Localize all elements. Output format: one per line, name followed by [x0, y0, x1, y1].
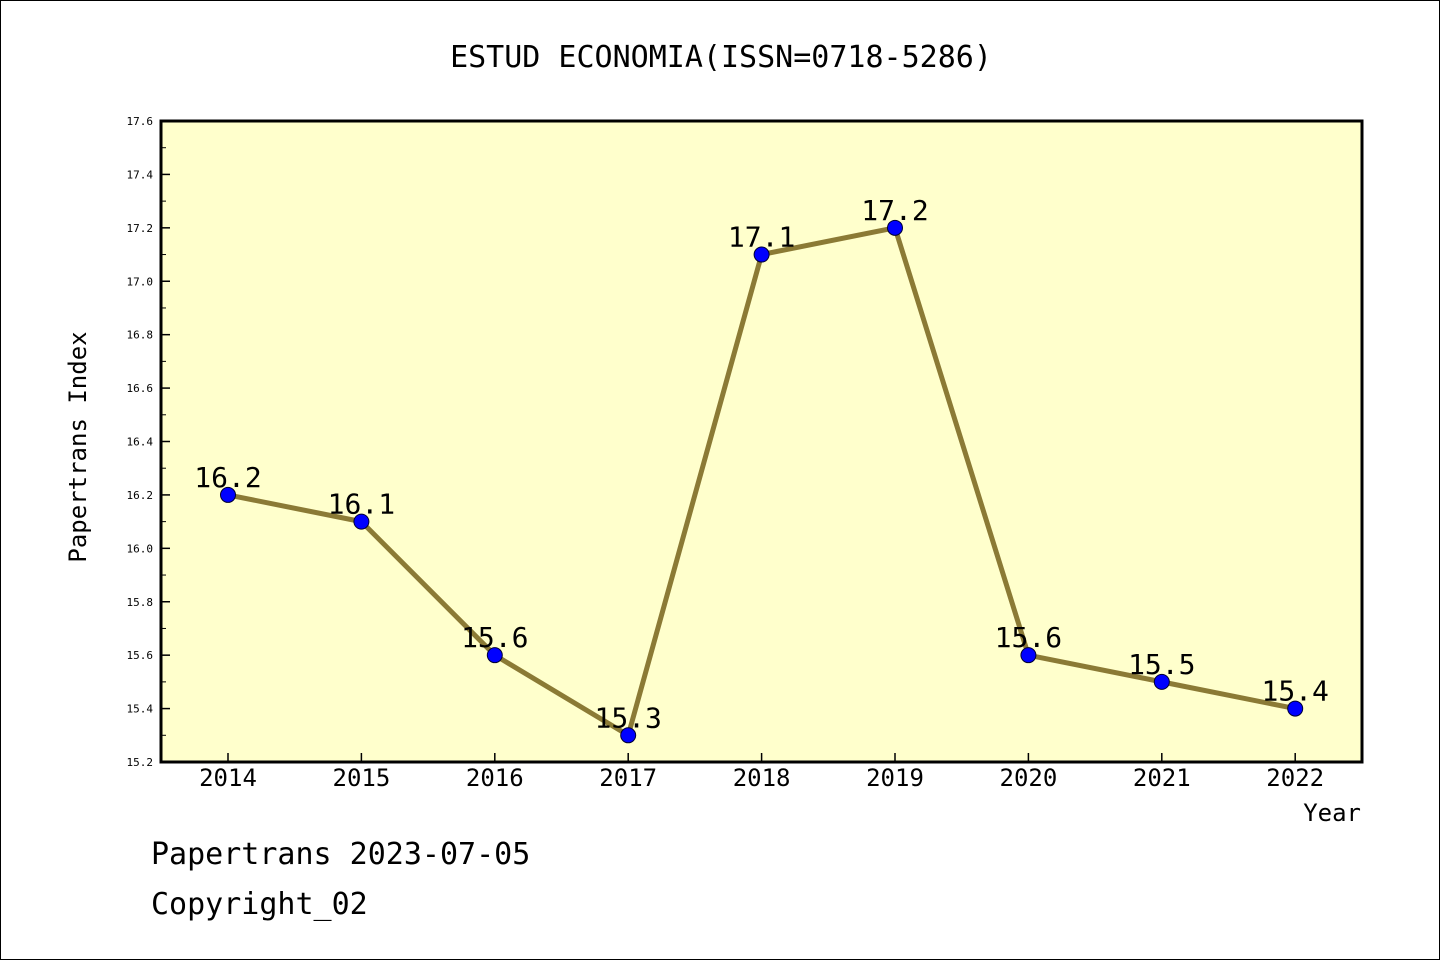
data-point — [1020, 647, 1037, 664]
data-label: 16.2 — [194, 461, 261, 494]
data-label: 15.5 — [1128, 648, 1195, 681]
x-tick-label: 2019 — [866, 764, 924, 792]
chart-title: ESTUD ECONOMIA(ISSN=0718-5286) — [450, 40, 992, 75]
y-tick-label: 15.8 — [127, 596, 154, 609]
x-tick-label: 2021 — [1133, 764, 1191, 792]
data-point — [220, 486, 236, 503]
y-tick-label: 16.6 — [127, 382, 154, 395]
data-label: 15.4 — [1261, 675, 1328, 708]
y-tick-label: 17.2 — [127, 222, 154, 235]
y-tick-label: 15.6 — [127, 649, 154, 662]
data-label: 17.2 — [861, 194, 928, 227]
plot-area — [159, 119, 1364, 764]
y-tick-label: 16.0 — [127, 542, 154, 555]
y-tick-label: 16.2 — [127, 489, 154, 502]
data-point — [753, 246, 770, 263]
y-tick-label: 17.4 — [127, 168, 154, 181]
x-tick-label: 2016 — [466, 764, 524, 792]
x-tick-label: 2020 — [1000, 764, 1058, 792]
data-label: 15.6 — [995, 621, 1062, 654]
x-tick-label: 2017 — [599, 764, 657, 792]
y-tick-label: 16.8 — [127, 329, 154, 342]
y-tick-label: 17.6 — [127, 115, 154, 128]
y-tick-label: 15.4 — [127, 703, 154, 716]
data-point — [353, 513, 370, 530]
x-tick-label: 2022 — [1266, 764, 1324, 792]
data-point — [1153, 673, 1170, 690]
x-tick-label: 2014 — [199, 764, 257, 792]
data-label: 17.1 — [728, 221, 795, 254]
x-tick-label: 2018 — [733, 764, 791, 792]
y-tick-label: 17.0 — [127, 275, 154, 288]
x-axis: 2014 2015 2016 2017 2018 2019 2020 2021 2022 — [199, 753, 1324, 792]
data-point — [486, 647, 503, 664]
x-axis-label: Year — [1303, 799, 1361, 827]
data-point — [1287, 700, 1304, 717]
series-markers — [220, 219, 1304, 744]
y-tick-label: 15.2 — [127, 756, 154, 769]
data-point — [620, 727, 637, 744]
y-axis-label: Papertrans Index — [64, 331, 92, 562]
x-tick-label: 2015 — [333, 764, 391, 792]
y-axis: 15.2 15.4 15.6 15.8 16.0 16.2 16.4 16.6 16.8 17.0… — [127, 115, 170, 769]
footer-date-line: Papertrans 2023-07-05 — [151, 837, 531, 872]
data-label: 15.6 — [461, 621, 528, 654]
data-label: 16.1 — [328, 488, 395, 521]
footer-copyright: Copyright_02 — [151, 887, 368, 922]
y-tick-label: 16.4 — [127, 436, 154, 449]
data-point — [887, 219, 903, 236]
data-label: 15.3 — [594, 701, 661, 734]
data-labels: 16.2 16.1 15.6 15.3 17.1 17.2 15.6 15.5 15.4 — [194, 194, 1329, 734]
